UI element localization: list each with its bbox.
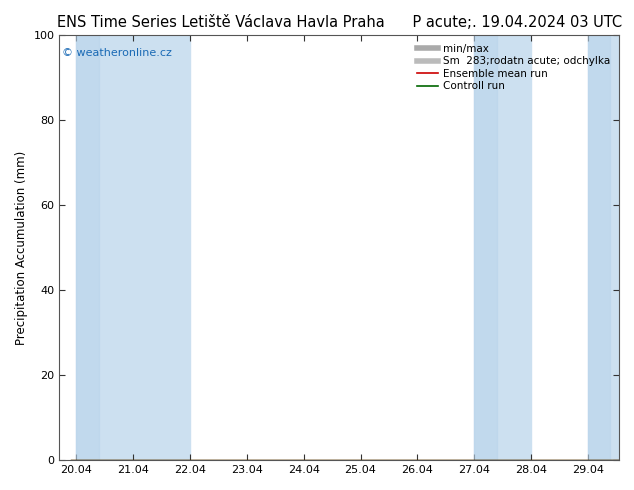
- Bar: [588, 35, 611, 460]
- Bar: [77, 35, 190, 460]
- Bar: [474, 35, 531, 460]
- Bar: [474, 35, 497, 460]
- Bar: [77, 35, 99, 460]
- Text: © weatheronline.cz: © weatheronline.cz: [62, 48, 172, 58]
- Title: ENS Time Series Letiště Václava Havla Praha      P acute;. 19.04.2024 03 UTC: ENS Time Series Letiště Václava Havla Pr…: [56, 15, 622, 30]
- Y-axis label: Precipitation Accumulation (mm): Precipitation Accumulation (mm): [15, 150, 28, 345]
- Bar: [588, 35, 619, 460]
- Legend: min/max, Sm  283;rodatn acute; odchylka, Ensemble mean run, Controll run: min/max, Sm 283;rodatn acute; odchylka, …: [414, 41, 614, 95]
